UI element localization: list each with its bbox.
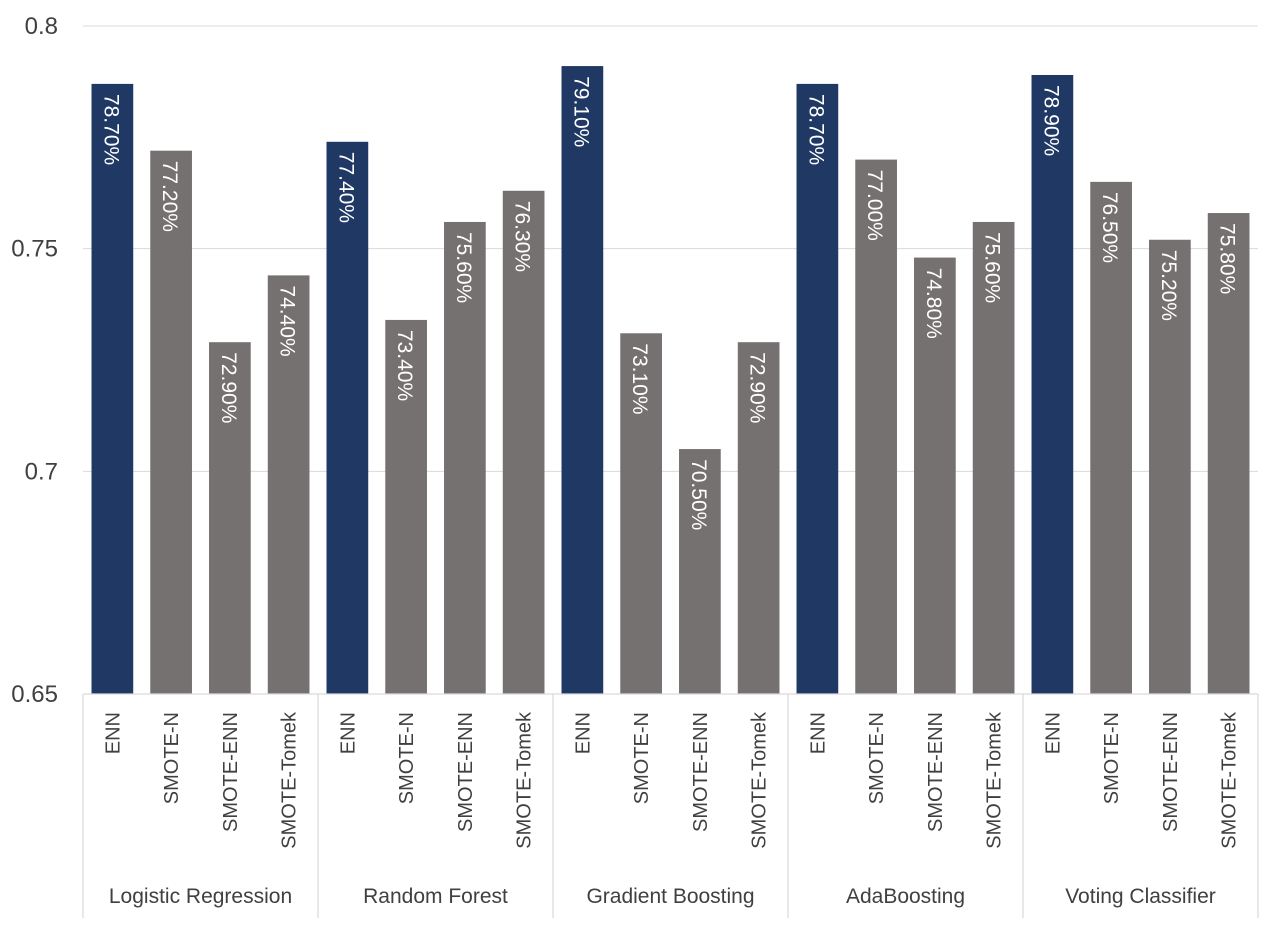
group-label: Gradient Boosting — [586, 885, 754, 908]
category-label: SMOTE-Tomek — [749, 711, 771, 849]
data-label: 79.10% — [569, 76, 592, 147]
category-label: ENN — [102, 712, 124, 754]
data-label: 74.40% — [276, 285, 299, 356]
data-label: 75.60% — [452, 232, 475, 303]
data-label: 75.80% — [1216, 223, 1239, 294]
data-label: 77.40% — [334, 152, 357, 223]
bar-smote-n-gradient-boosting — [620, 333, 662, 694]
data-label: 73.10% — [628, 343, 651, 414]
bar-smote-n-logistic-regression — [150, 150, 192, 694]
bar-enn-gradient-boosting — [561, 66, 604, 694]
category-label: SMOTE-ENN — [1160, 712, 1182, 832]
data-label: 78.70% — [99, 94, 122, 165]
bar-smote-tomek-logistic-regression — [267, 275, 310, 694]
category-label: SMOTE-Tomek — [984, 711, 1006, 849]
category-label: SMOTE-ENN — [220, 712, 242, 832]
data-label: 78.70% — [804, 94, 827, 165]
data-label: 74.80% — [922, 268, 945, 339]
bar-enn-voting-classifier — [1031, 74, 1074, 694]
category-label: SMOTE-N — [631, 712, 653, 804]
y-tick-label: 0.8 — [25, 13, 58, 40]
group-label: AdaBoosting — [846, 885, 965, 908]
category-label: SMOTE-ENN — [690, 712, 712, 832]
category-label: SMOTE-ENN — [925, 712, 947, 832]
bar-smote-enn-voting-classifier — [1149, 239, 1191, 694]
group-label: Voting Classifier — [1065, 885, 1216, 908]
bar-smote-tomek-adaboosting — [972, 221, 1015, 695]
category-label: ENN — [572, 712, 594, 754]
category-label: SMOTE-N — [866, 712, 888, 804]
category-label: SMOTE-Tomek — [279, 711, 301, 849]
category-label: SMOTE-N — [1101, 712, 1123, 804]
bar-smote-tomek-gradient-boosting — [737, 342, 780, 694]
data-label: 77.00% — [863, 170, 886, 241]
bar-smote-n-random-forest — [385, 319, 427, 694]
bar-smote-n-adaboosting — [855, 159, 897, 695]
category-label: SMOTE-Tomek — [514, 711, 536, 849]
bar-smote-enn-adaboosting — [914, 257, 956, 694]
bar-smote-n-voting-classifier — [1090, 181, 1132, 694]
data-label: 78.90% — [1039, 85, 1062, 156]
y-tick-label: 0.7 — [25, 458, 58, 485]
bar-smote-tomek-random-forest — [502, 190, 545, 695]
y-axis-ticks: 0.65 0.7 0.75 0.8 — [11, 13, 58, 708]
category-label: SMOTE-Tomek — [1219, 711, 1241, 849]
bar-smote-enn-logistic-regression — [209, 342, 251, 694]
data-label: 76.50% — [1098, 192, 1121, 263]
category-label: SMOTE-ENN — [455, 712, 477, 832]
data-label: 75.60% — [981, 232, 1004, 303]
y-tick-label: 0.75 — [11, 236, 58, 263]
category-label: SMOTE-N — [396, 712, 418, 804]
data-labels: 78.70% 77.20% 72.90% 74.40% 77.40% 73.40% 75.6… — [99, 76, 1238, 530]
data-label: 72.90% — [217, 352, 240, 423]
data-label: 70.50% — [687, 459, 710, 530]
y-tick-label: 0.65 — [11, 681, 58, 708]
bar-enn-adaboosting — [796, 83, 839, 695]
data-label: 76.30% — [511, 201, 534, 272]
bar-smote-tomek-voting-classifier — [1207, 213, 1250, 695]
bar-smote-enn-gradient-boosting — [679, 449, 721, 694]
group-label: Logistic Regression — [109, 885, 292, 908]
data-label: 75.20% — [1157, 250, 1180, 321]
grid-lines — [83, 25, 1258, 472]
category-label: ENN — [807, 712, 829, 754]
bar-smote-enn-random-forest — [444, 221, 486, 695]
data-label: 72.90% — [746, 352, 769, 423]
group-label: Random Forest — [363, 885, 508, 908]
category-label: ENN — [1042, 712, 1064, 754]
category-label: ENN — [337, 712, 359, 754]
x-axis: ENN SMOTE-N SMOTE-ENN SMOTE-Tomek Logistic R… — [82, 693, 1259, 918]
bar-enn-logistic-regression — [91, 83, 134, 695]
data-label: 77.20% — [158, 161, 181, 232]
data-label: 73.40% — [393, 330, 416, 401]
category-label: SMOTE-N — [161, 712, 183, 804]
bar-enn-random-forest — [326, 141, 369, 694]
bars — [91, 66, 1250, 695]
